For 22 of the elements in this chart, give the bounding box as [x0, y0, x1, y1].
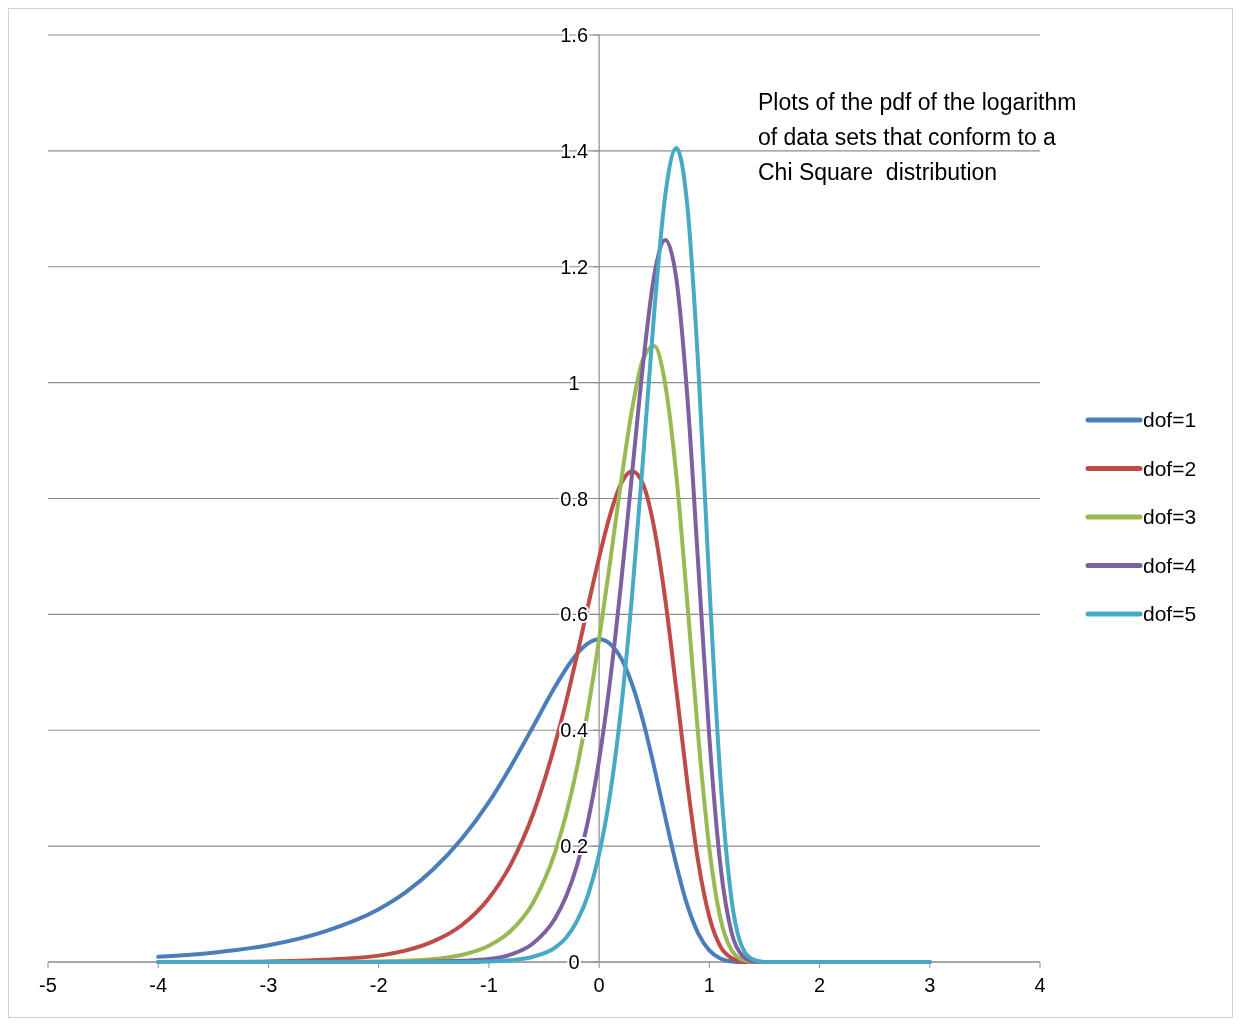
y-tick-label: 0.8: [560, 487, 589, 510]
x-tick-label: 2: [813, 974, 826, 996]
x-tick-label: -1: [479, 974, 498, 996]
x-tick-label: -2: [369, 974, 388, 996]
y-tick-label: 1.6: [560, 24, 589, 46]
legend-label: dof=3: [1143, 505, 1197, 528]
x-tick-label: 3: [924, 974, 936, 996]
legend-label: dof=4: [1143, 553, 1197, 577]
y-tick-label: 0: [568, 951, 580, 973]
legend-label: dof=1: [1143, 408, 1197, 431]
x-tick-label: 1: [703, 974, 715, 996]
y-tick-label: 1.4: [560, 139, 589, 162]
y-tick-label: 1.2: [560, 255, 589, 278]
x-tick-label: -3: [259, 974, 278, 996]
y-tick-label: 1: [568, 371, 580, 394]
legend-label: dof=2: [1143, 456, 1197, 480]
x-tick-label: 4: [1034, 974, 1046, 996]
annotation: Plots of the pdf of the logarithm of data sets that conform to a Chi Square distribution: [758, 89, 1077, 185]
x-tick-label: 0: [593, 974, 605, 996]
x-tick-label: -4: [149, 974, 168, 996]
x-tick-label: -5: [39, 974, 57, 996]
legend-label: dof=5: [1143, 602, 1197, 625]
